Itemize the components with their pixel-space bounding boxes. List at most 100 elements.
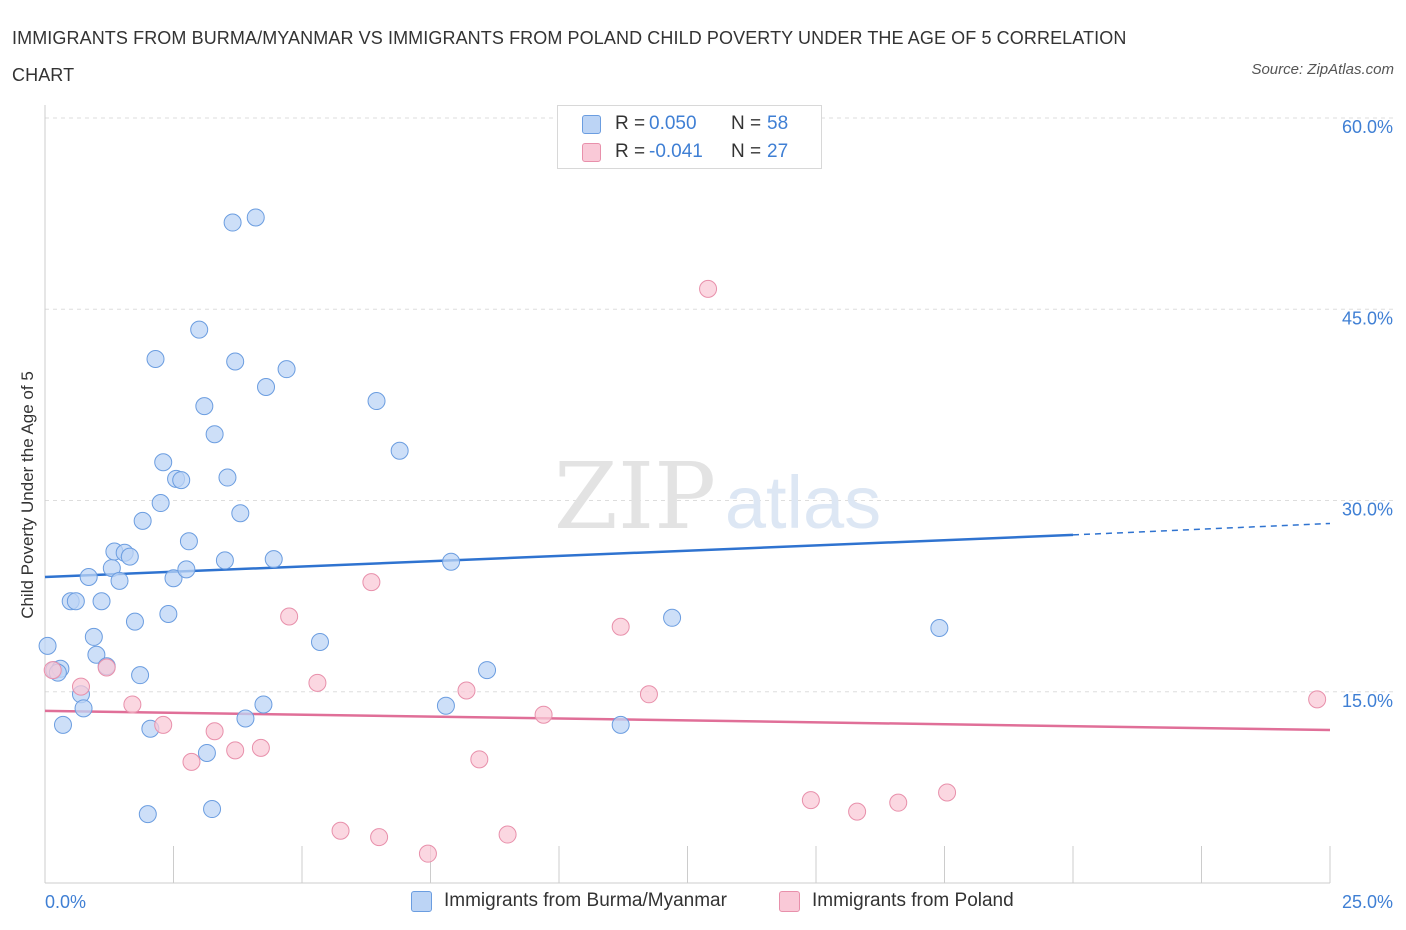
n-value: 58 <box>767 113 789 134</box>
n-label: N = <box>731 141 762 162</box>
legend-item-poland[interactable]: Immigrants from Poland <box>779 890 1014 912</box>
point-burma <box>663 608 682 627</box>
y-tick-label: 15.0% <box>1342 691 1393 711</box>
r-value: -0.041 <box>649 141 703 162</box>
point-burma <box>436 696 455 715</box>
n-label: N = <box>731 113 762 134</box>
trend-line-poland <box>44 709 1331 732</box>
point-burma <box>195 397 214 416</box>
trend-lines <box>44 522 1331 732</box>
point-poland <box>1308 690 1327 709</box>
data-points <box>38 208 1327 863</box>
trend-line-extension-burma <box>1072 522 1331 536</box>
point-burma <box>133 511 152 530</box>
point-burma <box>53 715 72 734</box>
tick-labels: 15.0% 30.0% 45.0% 60.0% 0.0% 25.0% <box>45 117 1393 912</box>
legend-swatch-poland <box>779 890 800 912</box>
trend-line-burma <box>44 533 1074 579</box>
watermark: ZIP atlas <box>554 443 881 550</box>
point-burma <box>390 441 409 460</box>
stats-row-poland: R = -0.041 N = 27 <box>582 140 788 164</box>
point-burma <box>120 547 139 566</box>
stats-legend: R = 0.050 N = 58 R = -0.041 N = 27 <box>557 105 822 169</box>
point-burma <box>172 471 191 490</box>
point-burma <box>231 504 250 523</box>
r-label: R = <box>615 141 646 162</box>
point-burma <box>611 715 630 734</box>
point-poland <box>205 722 224 741</box>
point-poland <box>889 793 908 812</box>
point-burma <box>87 645 106 664</box>
point-burma <box>92 592 111 611</box>
point-burma <box>442 552 461 571</box>
source-label: Source: ZipAtlas.com <box>1251 61 1394 78</box>
y-axis-title: Child Poverty Under the Age of 5 <box>18 371 37 619</box>
point-poland <box>43 661 62 680</box>
point-poland <box>71 677 90 696</box>
point-poland <box>801 791 820 810</box>
y-tick-label: 60.0% <box>1342 117 1393 137</box>
point-burma <box>254 695 273 714</box>
point-burma <box>218 468 237 487</box>
y-tick-label: 45.0% <box>1342 308 1393 328</box>
point-poland <box>611 617 630 636</box>
point-burma <box>257 378 276 397</box>
legend-label-poland: Immigrants from Poland <box>812 890 1014 911</box>
r-label: R = <box>615 113 646 134</box>
point-burma <box>74 699 93 718</box>
point-burma <box>154 453 173 472</box>
point-poland <box>699 279 718 298</box>
point-poland <box>331 821 350 840</box>
point-poland <box>182 752 201 771</box>
point-poland <box>362 573 381 592</box>
point-burma <box>367 392 386 411</box>
point-burma <box>146 349 165 368</box>
point-burma <box>131 666 150 685</box>
point-poland <box>534 705 553 724</box>
point-burma <box>159 604 178 623</box>
n-value: 27 <box>767 141 789 162</box>
r-value: 0.050 <box>649 113 697 134</box>
point-poland <box>308 673 327 692</box>
point-burma <box>110 571 129 590</box>
point-burma <box>197 743 216 762</box>
point-burma <box>138 805 157 824</box>
point-burma <box>151 494 170 513</box>
point-burma <box>478 661 497 680</box>
point-burma <box>277 360 296 379</box>
point-poland <box>226 741 245 760</box>
y-tick-label: 30.0% <box>1342 500 1393 520</box>
point-burma <box>205 425 224 444</box>
point-poland <box>123 695 142 714</box>
point-poland <box>370 828 389 847</box>
x-tick-label: 25.0% <box>1342 892 1393 912</box>
legend-item-burma[interactable]: Immigrants from Burma/Myanmar <box>411 890 727 912</box>
point-burma <box>66 592 85 611</box>
point-burma <box>190 320 209 339</box>
point-burma <box>215 551 234 570</box>
point-poland <box>154 715 173 734</box>
point-burma <box>84 627 103 646</box>
chart-title: IMMIGRANTS FROM BURMA/MYANMAR VS IMMIGRA… <box>12 28 1127 85</box>
legend-label-burma: Immigrants from Burma/Myanmar <box>444 890 727 911</box>
point-poland <box>498 825 517 844</box>
legend-swatch-burma <box>411 890 432 912</box>
point-poland <box>418 844 437 863</box>
watermark-atlas: atlas <box>725 461 881 544</box>
watermark-zip: ZIP <box>554 443 716 550</box>
point-burma <box>930 619 949 637</box>
point-poland <box>280 607 299 626</box>
legend-swatch-burma <box>582 114 601 134</box>
point-poland <box>97 658 116 677</box>
point-burma <box>223 213 242 232</box>
point-burma <box>226 352 245 371</box>
legend-swatch-poland <box>582 142 601 162</box>
point-burma <box>236 709 255 728</box>
point-poland <box>470 750 489 769</box>
point-poland <box>848 802 867 821</box>
point-burma <box>79 568 98 586</box>
series-legend: Immigrants from Burma/Myanmar Immigrants… <box>0 888 1406 918</box>
point-burma <box>179 532 198 551</box>
stats-row-burma: R = 0.050 N = 58 <box>582 112 788 136</box>
